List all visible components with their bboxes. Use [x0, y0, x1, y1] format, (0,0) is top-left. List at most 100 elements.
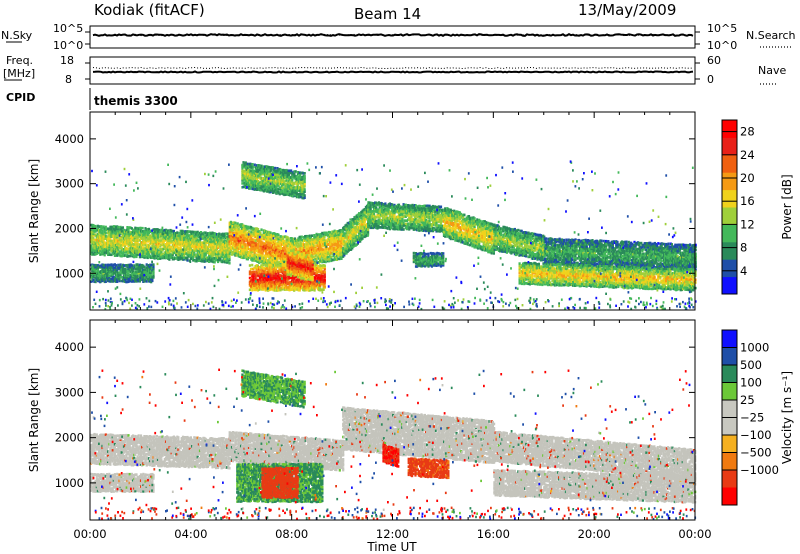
- data-cell: [193, 253, 196, 256]
- data-cell: [517, 228, 520, 232]
- data-cell: [260, 228, 263, 231]
- data-cell: [177, 258, 180, 261]
- data-cell: [153, 240, 156, 244]
- data-cell: [206, 246, 209, 250]
- data-cell: [124, 238, 127, 241]
- data-cell: [188, 237, 191, 240]
- data-cell: [236, 222, 239, 225]
- data-cell: [213, 250, 216, 254]
- data-cell: [107, 227, 110, 230]
- data-cell: [200, 245, 203, 249]
- data-cell: [196, 243, 199, 246]
- data-cell: [163, 246, 166, 250]
- data-cell: [219, 256, 222, 260]
- data-cell: [147, 248, 151, 251]
- data-cell: [193, 240, 196, 244]
- data-cell: [147, 244, 151, 247]
- data-cell: [125, 232, 128, 236]
- data-cell: [124, 251, 127, 254]
- data-cell: [137, 233, 140, 236]
- data-cell: [206, 256, 209, 260]
- data-cell: [203, 245, 206, 249]
- data-cell: [121, 234, 124, 237]
- data-cell: [120, 244, 123, 247]
- data-cell: [171, 229, 174, 233]
- data-cell: [94, 242, 97, 245]
- data-cell: [127, 232, 130, 236]
- power-data: [90, 160, 697, 311]
- data-cell: [153, 255, 156, 258]
- data-cell: [217, 252, 220, 256]
- data-cell: [324, 260, 327, 264]
- nsearch-label: N.Search: [746, 29, 796, 42]
- data-cell: [404, 203, 407, 207]
- data-cell: [134, 239, 137, 242]
- data-cell: [117, 227, 120, 231]
- data-cell: [159, 257, 162, 260]
- data-cell: [108, 238, 111, 241]
- data-cell: [434, 213, 437, 216]
- data-cell: [228, 261, 231, 265]
- data-cell: [130, 247, 133, 251]
- data-cell: [101, 245, 104, 248]
- data-cell: [196, 257, 199, 261]
- data-cell: [117, 233, 120, 237]
- data-cell: [107, 243, 110, 247]
- data-cell: [136, 237, 139, 240]
- data-cell: [92, 232, 95, 236]
- data-cell: [210, 250, 213, 254]
- data-cell: [279, 235, 282, 238]
- data-cell: [127, 238, 130, 242]
- data-cell: [116, 254, 119, 257]
- data-cell: [218, 252, 221, 255]
- data-cell: [205, 258, 208, 262]
- data-cell: [173, 251, 177, 255]
- data-cell: [113, 239, 116, 243]
- data-cell: [107, 237, 110, 240]
- data-cell: [176, 231, 179, 234]
- data-cell: [122, 228, 126, 232]
- data-cell: [129, 226, 132, 230]
- data-cell: [217, 250, 220, 254]
- data-cell: [100, 231, 103, 235]
- data-cell: [219, 259, 222, 262]
- data-cell: [189, 241, 192, 244]
- data-cell: [94, 252, 97, 256]
- data-cell: [112, 235, 115, 238]
- data-cell: [130, 244, 133, 248]
- data-cell: [160, 239, 163, 242]
- data-cell: [141, 233, 144, 237]
- data-cell: [91, 234, 94, 238]
- data-cell: [163, 236, 166, 240]
- data-cell: [168, 239, 171, 243]
- data-cell: [204, 231, 207, 235]
- data-cell: [206, 239, 209, 243]
- data-cell: [162, 235, 165, 238]
- data-cell: [108, 244, 111, 247]
- data-cell: [101, 239, 104, 243]
- data-cell: [159, 250, 162, 254]
- data-cell: [94, 233, 97, 236]
- data-cell: [124, 232, 127, 235]
- data-cell: [154, 246, 157, 250]
- data-cell: [91, 238, 94, 241]
- data-cell: [137, 251, 140, 255]
- data-cell: [188, 255, 191, 258]
- data-cell: [184, 236, 187, 240]
- data-cell: [202, 233, 205, 237]
- data-cell: [141, 243, 144, 247]
- data-cell: [183, 238, 186, 241]
- data-cell: [193, 249, 196, 252]
- data-cell: [127, 230, 130, 234]
- data-cell: [177, 238, 180, 242]
- data-cell: [156, 243, 160, 246]
- data-cell: [107, 229, 110, 232]
- data-cell: [91, 227, 94, 231]
- data-cell: [367, 230, 370, 234]
- data-cell: [120, 250, 123, 253]
- data-cell: [117, 229, 120, 233]
- data-cell: [203, 235, 206, 239]
- data-cell: [149, 254, 152, 258]
- data-cell: [467, 215, 471, 218]
